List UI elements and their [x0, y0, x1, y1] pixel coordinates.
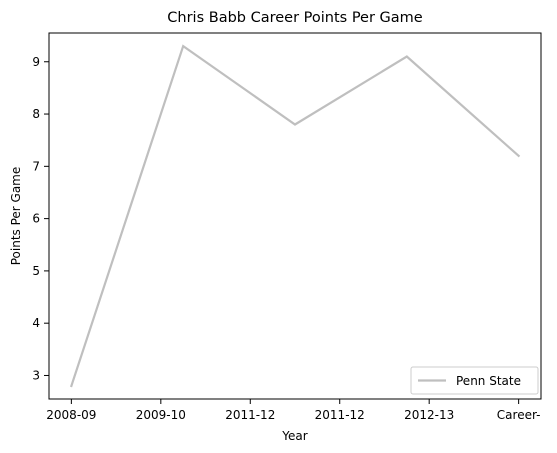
x-axis-ticks: 2008-09 2009-10 2011-12 2011-12 2012-13 Caree…	[46, 399, 540, 422]
y-axis-ticks: 3 4 5 6 7 8 9	[32, 55, 49, 382]
legend: Penn State	[410, 366, 539, 395]
series-layer	[69, 44, 521, 388]
y-tick-label: 6	[32, 212, 40, 226]
y-tick-label: 7	[32, 159, 40, 173]
legend-box	[410, 366, 539, 395]
plot-area	[48, 32, 542, 400]
legend-label-penn-state: Penn State	[456, 374, 521, 388]
x-tick-label: 2009-10	[136, 408, 186, 422]
y-tick-label: 9	[32, 55, 40, 69]
y-axis-label: Points Per Game	[9, 167, 23, 266]
x-tick-label: 2012-13	[404, 408, 454, 422]
y-tick-label: 8	[32, 107, 40, 121]
x-tick-label: 2011-12	[315, 408, 365, 422]
x-tick-label: Career-	[497, 408, 541, 422]
x-axis-label: Year	[281, 429, 307, 443]
chart-title: Chris Babb Career Points Per Game	[167, 10, 423, 26]
x-tick-label: 2011-12	[225, 408, 275, 422]
y-tick-label: 5	[32, 264, 40, 278]
y-tick-label: 4	[32, 316, 40, 330]
series-line-penn-state	[69, 44, 521, 388]
x-tick-label: 2008-09	[46, 408, 96, 422]
y-tick-label: 3	[32, 368, 40, 382]
